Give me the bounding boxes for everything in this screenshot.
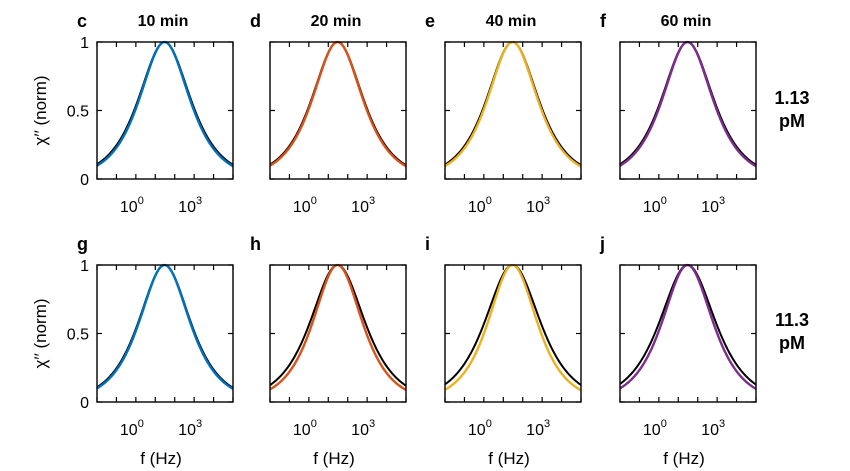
x-tick-label-j: 100 (643, 418, 667, 439)
x-axis-label-j: f (Hz) (663, 449, 705, 468)
axes-box-h (269, 264, 407, 403)
x-tick-label-j: 103 (701, 418, 725, 439)
axes-box-j (619, 264, 757, 403)
axes-box-e (444, 41, 582, 180)
panel-letter-i: i (425, 234, 430, 254)
panel-letter-j: j (599, 234, 605, 254)
x-axis-label-g: f (Hz) (140, 449, 182, 468)
curve-f-colored (619, 40, 757, 168)
axes-box-c (96, 41, 234, 180)
row-label-bottom-line2: pM (779, 333, 805, 353)
x-tick-label-g: 103 (178, 418, 202, 439)
curve-h-colored (269, 263, 407, 391)
y-tick-label-c: 0.5 (67, 104, 89, 121)
panel-letter-e: e (425, 11, 435, 31)
panel-j: 100 103 j f (Hz) (599, 234, 757, 468)
panel-letter-g: g (77, 234, 88, 254)
y-tick-label-c: 1 (80, 35, 89, 52)
x-tick-label-c: 103 (178, 195, 202, 216)
panel-d: 100 103 d 20 min (250, 11, 407, 216)
axes-box-f (619, 41, 757, 180)
x-tick-label-e: 103 (526, 195, 550, 216)
panel-title-e: 40 min (486, 13, 537, 30)
curve-i-colored (444, 263, 582, 392)
x-tick-label-f: 100 (643, 195, 667, 216)
axes-box-g (96, 264, 234, 403)
curve-j-colored (619, 263, 757, 390)
panel-letter-h: h (250, 234, 261, 254)
panel-letter-c: c (77, 11, 87, 31)
y-tick-label-g: 0 (80, 395, 89, 412)
panel-i: 100 103 i f (Hz) (425, 234, 582, 468)
x-tick-label-c: 100 (120, 195, 144, 216)
panel-letter-d: d (250, 11, 261, 31)
row-label-top-line2: pM (779, 111, 805, 131)
panel-c: 100 103 0 0.5 1 c 10 min χ′′ (norm) (31, 11, 234, 216)
panel-title-f: 60 min (661, 13, 712, 30)
x-tick-label-g: 100 (120, 418, 144, 439)
curve-e-colored (444, 40, 582, 168)
panel-e: 100 103 e 40 min (425, 11, 582, 216)
x-tick-label-i: 103 (526, 418, 550, 439)
curve-h-reference (269, 264, 407, 387)
x-axis-label-h: f (Hz) (313, 449, 355, 468)
panel-title-d: 20 min (311, 13, 362, 30)
panel-h: 100 103 h f (Hz) (250, 234, 407, 468)
x-tick-label-h: 100 (293, 418, 317, 439)
x-tick-label-d: 100 (293, 195, 317, 216)
y-axis-label-c: χ′′ (norm) (31, 75, 50, 145)
x-tick-label-i: 100 (468, 418, 492, 439)
axes-box-i (444, 264, 582, 403)
x-tick-label-d: 103 (351, 195, 375, 216)
panel-title-c: 10 min (138, 13, 189, 30)
x-tick-label-e: 100 (468, 195, 492, 216)
curve-i-reference (444, 264, 582, 386)
axes-box-d (269, 41, 407, 180)
y-tick-label-g: 1 (80, 258, 89, 275)
y-tick-label-c: 0 (80, 172, 89, 189)
y-axis-label-g: χ′′ (norm) (31, 298, 50, 368)
panel-letter-f: f (600, 11, 607, 31)
x-axis-label-i: f (Hz) (488, 449, 530, 468)
x-tick-label-f: 103 (701, 195, 725, 216)
panel-f: 100 103 f 60 min (600, 11, 757, 216)
curve-g-colored (96, 263, 234, 390)
curve-c-colored (96, 40, 234, 168)
curve-d-colored (269, 40, 407, 168)
panel-g: 100 103 0 0.5 1 g χ′′ (norm) f (Hz) (31, 234, 234, 468)
row-label-top-line1: 1.13 (774, 88, 809, 108)
y-tick-label-g: 0.5 (67, 327, 89, 344)
x-tick-label-h: 103 (351, 418, 375, 439)
row-label-bottom-line1: 11.3 (775, 310, 809, 330)
